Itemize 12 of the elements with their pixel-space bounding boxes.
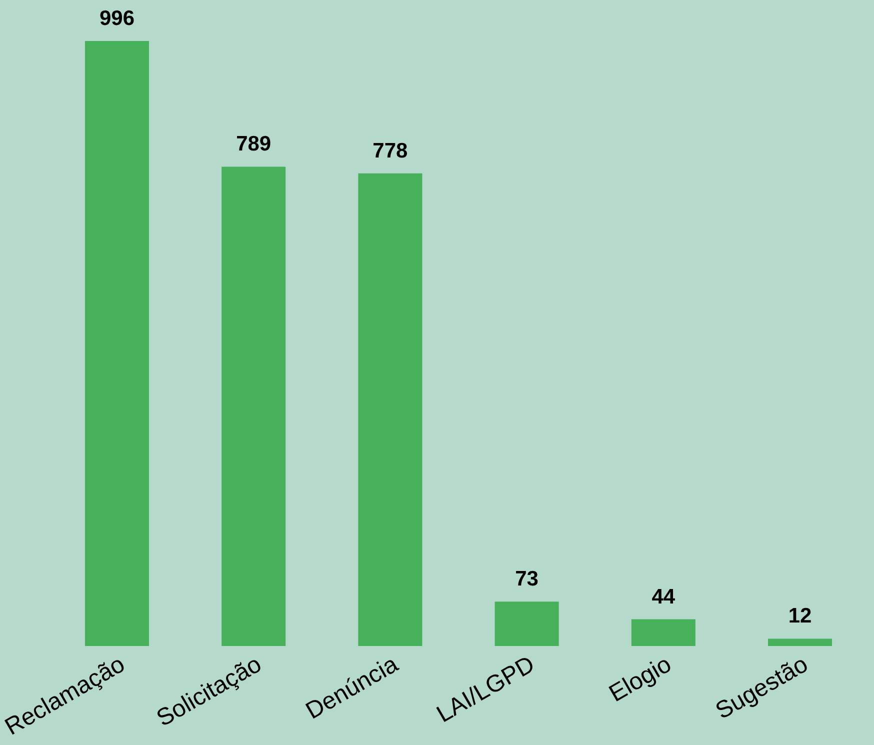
data-label: 996	[99, 7, 135, 30]
data-label: 789	[236, 132, 272, 156]
data-label: 778	[372, 139, 408, 162]
data-label: 44	[652, 585, 676, 608]
bar	[494, 602, 559, 646]
data-label: 12	[788, 604, 812, 628]
data-label: 73	[515, 568, 538, 591]
bar	[768, 638, 832, 646]
bar	[222, 166, 286, 646]
bar	[631, 619, 696, 646]
bar	[358, 173, 422, 646]
bar	[84, 41, 149, 646]
